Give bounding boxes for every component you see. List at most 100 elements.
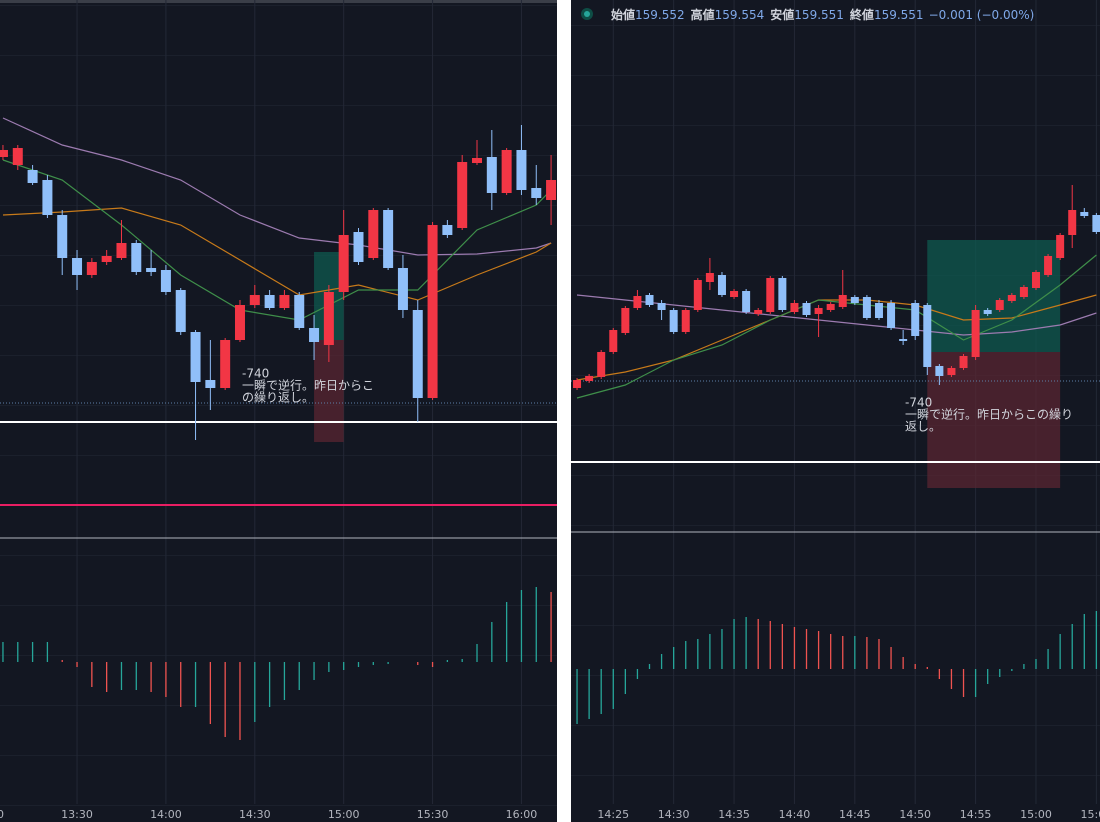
candle-body <box>693 280 702 310</box>
candle-body <box>501 150 512 193</box>
x-tick-label: 14:45 <box>839 808 871 821</box>
chart-panel: 14:25 14:30 14:35 14:40 14:45 14:50 14:55 15:00… <box>571 0 1100 822</box>
x-tick-label: 14:30 <box>239 808 271 821</box>
x-tick-label: 13:30 <box>61 808 93 821</box>
candle-body <box>947 368 956 375</box>
candle-body <box>1007 295 1016 301</box>
candle-body <box>1092 215 1100 232</box>
candle-body <box>621 308 630 333</box>
candle-body <box>742 291 751 312</box>
candle-body <box>190 332 201 382</box>
moving-average <box>2 117 552 256</box>
candle-body <box>220 340 231 388</box>
x-tick-label: 14:50 <box>899 808 931 821</box>
legend-value: 159.552 <box>635 8 685 22</box>
candle-body <box>0 150 8 157</box>
candle-body <box>862 297 871 318</box>
candle-body <box>72 258 83 275</box>
moving-average <box>576 294 1097 336</box>
candle-body <box>838 295 847 307</box>
candle-body <box>12 148 23 165</box>
legend-value: 159.554 <box>715 8 765 22</box>
candle-body <box>234 305 245 340</box>
candle-body <box>86 262 97 275</box>
candle-body <box>412 310 423 398</box>
candle-body <box>730 291 739 297</box>
candle-body <box>850 297 859 303</box>
candle-body <box>887 303 896 328</box>
candle-body <box>1080 212 1089 216</box>
candle-body <box>935 366 944 376</box>
candle-body <box>705 273 714 282</box>
annotation-text: 返し。 <box>905 420 941 434</box>
candle-body <box>427 225 438 398</box>
x-tick-label: 16:00 <box>506 808 538 821</box>
candle-body <box>1019 287 1028 297</box>
candle-body <box>597 352 606 377</box>
candle-body <box>874 303 883 318</box>
candle-body <box>531 188 542 198</box>
annotation-text: の繰り返し。 <box>242 391 314 405</box>
top-bar <box>0 0 557 3</box>
chart-panel: 13:00 13:30 14:00 14:30 15:00 15:30 16:00 -740一… <box>0 0 557 822</box>
candle-body <box>669 310 678 332</box>
candle-body <box>397 268 408 310</box>
x-tick-label: 14:35 <box>718 808 750 821</box>
candle-body <box>175 290 186 332</box>
candle-body <box>383 210 394 268</box>
x-tick-label: 14:55 <box>960 808 992 821</box>
candle-body <box>101 256 112 262</box>
x-tick-label: 13:00 <box>0 808 4 821</box>
candle-body <box>516 150 527 190</box>
legend-label: 高値 <box>691 7 715 22</box>
x-tick-label: 15:00 <box>328 808 360 821</box>
x-tick-label: 15:00 <box>1020 808 1052 821</box>
candle-body <box>645 295 654 305</box>
candle-body <box>294 295 305 328</box>
candle-body <box>717 275 726 295</box>
candle-body <box>116 243 127 258</box>
candle-body <box>279 295 290 308</box>
annotation-text: -740 <box>242 367 269 381</box>
candle-body <box>205 380 216 388</box>
candle-body <box>681 310 690 332</box>
annotation-text: -740 <box>905 396 932 410</box>
candle-body <box>633 296 642 308</box>
take-profit-zone <box>927 240 1061 352</box>
candle-body <box>983 310 992 314</box>
candle-body <box>1031 272 1040 288</box>
annotation-text: 一瞬で逆行。昨日からこの繰り <box>905 407 1073 422</box>
candle-body <box>160 270 171 292</box>
grid-background <box>0 0 557 822</box>
candle-body <box>264 295 275 308</box>
candle-body <box>368 210 379 258</box>
candle-body <box>57 215 68 258</box>
candle-body <box>995 300 1004 310</box>
candle-body <box>1044 256 1053 275</box>
candle-body <box>309 328 320 342</box>
candle-body <box>585 376 594 381</box>
x-tick-label: 14:25 <box>597 808 629 821</box>
candle-body <box>899 339 908 341</box>
legend-label: 始値 <box>611 7 635 22</box>
legend-label: 終値 <box>850 7 874 22</box>
legend-value: 159.551 <box>794 8 844 22</box>
candle-body <box>790 303 799 312</box>
candle-body <box>146 268 157 272</box>
candle-body <box>814 308 823 314</box>
candle-body <box>442 225 453 235</box>
candle-body <box>573 380 582 388</box>
candle-body <box>457 162 468 228</box>
candle-body <box>27 170 38 183</box>
candle-body <box>546 180 557 200</box>
candle-body <box>609 330 618 352</box>
status-dot-core <box>584 11 590 17</box>
candle-body <box>754 310 763 314</box>
candle-body <box>971 310 980 357</box>
candle-body <box>353 232 364 262</box>
annotation-text: 一瞬で逆行。昨日からこ <box>242 378 374 393</box>
candle-body <box>249 295 260 305</box>
candle-body <box>766 278 775 312</box>
legend-value: 159.551 <box>874 8 924 22</box>
